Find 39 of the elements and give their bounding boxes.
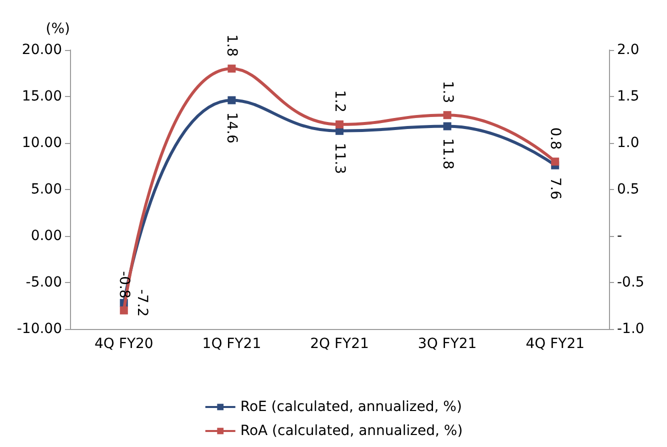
data-label: -7.2 xyxy=(134,289,150,317)
data-label: 1.3 xyxy=(439,80,456,104)
y-tick-label: 0.00 xyxy=(30,228,62,244)
x-tick-label: 4Q FY21 xyxy=(526,336,584,352)
x-tick-label: 4Q FY20 xyxy=(94,336,154,352)
data-label: -0.8 xyxy=(116,271,132,298)
y2-tick-label: 0.5 xyxy=(617,182,640,198)
data-label: 7.6 xyxy=(547,177,564,200)
x-tick-label: 3Q FY21 xyxy=(418,336,477,352)
point xyxy=(443,111,452,120)
y2-tick-label: -0.5 xyxy=(617,274,644,290)
point xyxy=(336,120,344,128)
legend-label: RoE (calculated, annualized, %) xyxy=(240,399,462,415)
data-label: 14.6 xyxy=(224,112,240,144)
point xyxy=(228,96,236,104)
point xyxy=(228,64,236,73)
y-axis-title: (%) xyxy=(46,21,70,37)
y-tick-label: 20.00 xyxy=(22,42,62,58)
data-label: 11.3 xyxy=(332,142,348,174)
point xyxy=(120,306,128,314)
data-label: 11.8 xyxy=(439,138,456,170)
y2-tick-label: 1.5 xyxy=(617,88,640,104)
legend-label: RoA (calculated, annualized, %) xyxy=(240,423,463,439)
point xyxy=(551,158,560,166)
y-tick-label: 15.00 xyxy=(22,88,62,104)
y2-tick-label: 2.0 xyxy=(617,42,640,58)
data-label: 0.8 xyxy=(547,127,564,150)
y-tick-label: -10.00 xyxy=(16,321,62,337)
x-tick-label: 1Q FY21 xyxy=(202,336,262,352)
y-tick-label: 10.00 xyxy=(22,135,62,151)
y2-tick-label: - xyxy=(617,228,622,244)
x-tick-label: 2Q FY21 xyxy=(310,336,369,352)
y-tick-label: -5.00 xyxy=(26,274,62,290)
data-label: 1.8 xyxy=(224,34,240,57)
y2-tick-label: 1.0 xyxy=(617,135,640,151)
point xyxy=(443,122,452,130)
y-tick-label: 5.00 xyxy=(30,182,62,198)
data-label: 1.2 xyxy=(332,90,348,112)
y2-tick-label: -1.0 xyxy=(617,321,644,337)
